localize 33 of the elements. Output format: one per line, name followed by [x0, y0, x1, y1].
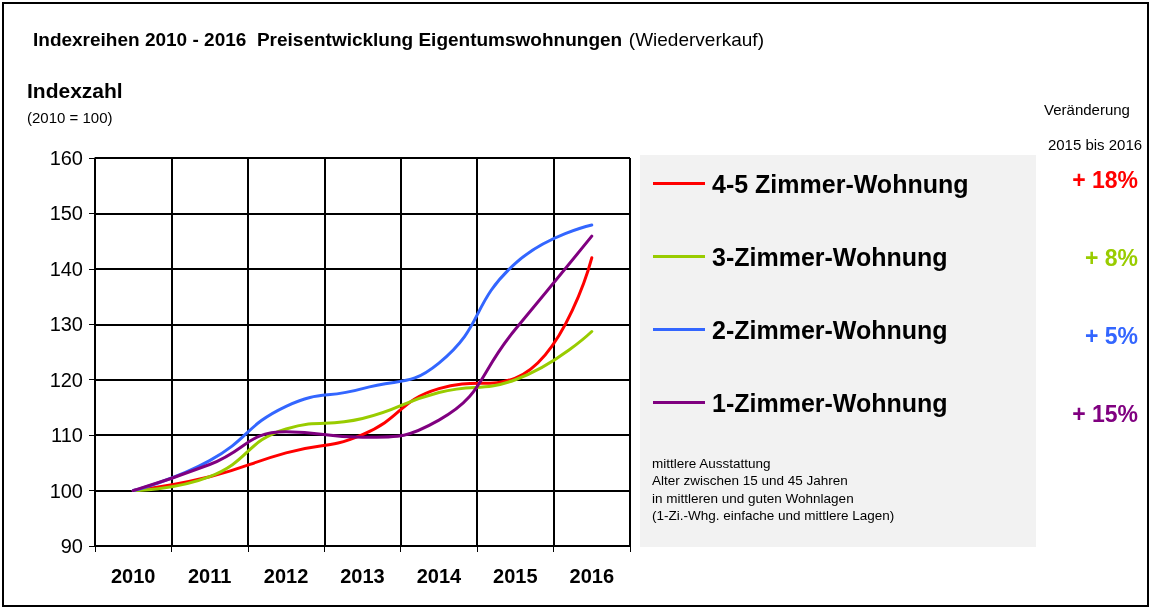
- text: + 5%: [1084, 322, 1138, 349]
- text: (2010 = 100): [27, 109, 113, 126]
- x-tick-label: 2014: [416, 565, 463, 587]
- text: mittlere Ausstattung: [652, 455, 771, 471]
- text: in mittleren und guten Wohnlagen: [652, 490, 854, 506]
- x-tick-label: 2016: [569, 565, 615, 587]
- legend-label: 4-5 Zimmer-Wohnung: [712, 169, 969, 198]
- text: (1-Zi.-Whg. einfache und mittlere Lagen): [652, 508, 895, 523]
- y-tick-label: 160: [49, 147, 83, 169]
- legend-label: 2-Zimmer-Wohnung: [712, 315, 948, 344]
- text: + 8%: [1084, 244, 1138, 271]
- x-tick-label: 2013: [340, 565, 385, 587]
- text: Alter zwischen 15 und 45 Jahren: [652, 473, 848, 488]
- y-tick-label: 120: [49, 368, 83, 391]
- text: Veränderung: [1044, 101, 1130, 118]
- x-tick-label: 2012: [263, 565, 309, 587]
- y-tick-label: 110: [51, 424, 83, 447]
- y-tick-label: 90: [60, 535, 83, 557]
- chart-title: Indexreihen 2010 - 2016 Preisentwicklung Eigentumswohnungen: [33, 29, 623, 50]
- legend-label: 3-Zimmer-Wohnung: [712, 242, 948, 271]
- y-axis-title: Indexzahl: [27, 79, 123, 102]
- y-tick-label: 100: [49, 479, 83, 502]
- x-tick-label: 2011: [187, 565, 232, 587]
- text: + 18%: [1072, 166, 1138, 193]
- y-tick-label: 130: [49, 313, 83, 336]
- x-tick-label: 2010: [110, 565, 156, 587]
- x-tick-label: 2015: [493, 565, 538, 587]
- y-tick-label: 140: [49, 257, 83, 280]
- legend-label: 1-Zimmer-Wohnung: [712, 388, 948, 417]
- text: + 15%: [1072, 400, 1138, 427]
- text: (Wiederverkauf): [628, 29, 764, 50]
- text: 2015 bis 2016: [1047, 136, 1143, 153]
- y-tick-label: 150: [49, 202, 83, 225]
